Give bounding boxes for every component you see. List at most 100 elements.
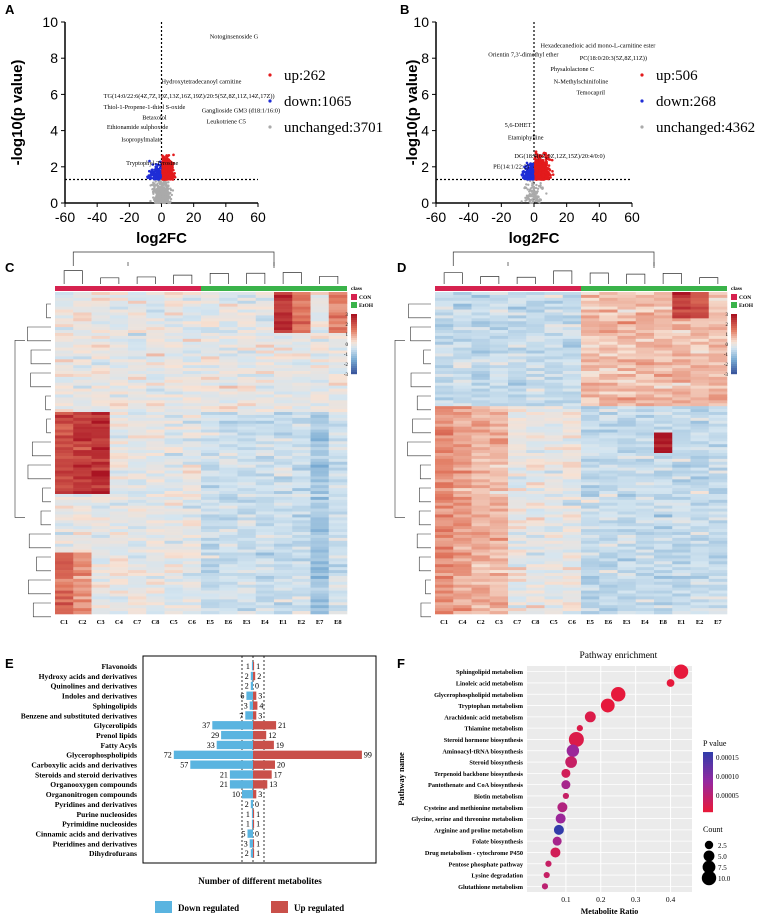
heatmap-cell xyxy=(109,514,129,518)
heatmap-cell xyxy=(109,335,129,340)
scatter-points xyxy=(146,153,177,205)
heatmap-cell xyxy=(164,332,184,337)
heatmap-cell xyxy=(128,388,147,392)
heatmap-cell xyxy=(109,417,129,422)
heatmap-cell xyxy=(128,523,147,527)
heatmap-cell xyxy=(146,578,165,583)
heatmap-cell xyxy=(109,561,129,565)
heatmap-cell xyxy=(109,394,129,398)
heatmap-cell xyxy=(201,470,220,474)
heatmap-cell xyxy=(581,350,600,354)
heatmap-cell xyxy=(164,584,184,588)
heatmap-cell xyxy=(91,294,111,299)
heatmap-cell xyxy=(328,599,348,603)
heatmap-cell xyxy=(109,564,129,568)
heatmap-cell xyxy=(73,602,92,606)
heatmap-cell xyxy=(255,608,275,612)
heatmap-cell xyxy=(146,350,165,354)
heatmap-cell xyxy=(55,327,74,331)
heatmap-cell xyxy=(201,552,220,556)
heatmap-cell xyxy=(562,353,582,357)
heatmap-cell xyxy=(237,473,257,477)
heatmap-cell xyxy=(310,555,330,559)
heatmap-cell xyxy=(690,309,710,313)
heatmap-cell xyxy=(55,373,74,378)
heatmap-cell xyxy=(55,581,74,586)
panel-label: B xyxy=(400,2,409,17)
heatmap-cell xyxy=(91,458,111,463)
heatmap-cell xyxy=(128,297,147,302)
heatmap-cell xyxy=(164,423,184,427)
point-unchanged xyxy=(167,181,170,184)
heatmap-cell xyxy=(73,584,92,588)
heatmap-cell xyxy=(182,450,202,454)
heatmap-cell xyxy=(91,552,111,556)
heatmap-cell xyxy=(219,526,238,530)
colorbar-step xyxy=(351,370,357,373)
heatmap-cell xyxy=(544,327,564,331)
heatmap-cell xyxy=(292,555,311,559)
legend-marker xyxy=(640,99,644,103)
heatmap-cell xyxy=(310,590,330,594)
heatmap-cell xyxy=(654,341,673,345)
heatmap-cell xyxy=(164,479,184,483)
point-annotation: Tryptophyl-Tyrosine xyxy=(126,160,178,167)
heatmap-cell xyxy=(55,578,74,583)
point-up xyxy=(541,167,545,171)
heatmap-cell xyxy=(109,344,129,348)
heatmap-cell xyxy=(91,461,111,466)
heatmap-cell xyxy=(292,549,311,553)
heatmap-cell xyxy=(672,321,691,325)
heatmap-cell xyxy=(164,426,184,430)
heatmap-cell xyxy=(109,292,129,296)
heatmap-cell xyxy=(219,546,238,550)
heatmap-cell xyxy=(453,344,472,348)
heatmap-cell xyxy=(237,455,257,460)
heatmap-cell xyxy=(274,567,293,571)
heatmap-cell xyxy=(109,455,129,460)
heatmap-cell xyxy=(146,482,165,486)
heatmap-cell xyxy=(328,455,348,460)
heatmap-cell xyxy=(146,423,165,427)
heatmap-cell xyxy=(237,575,257,580)
heatmap-cell xyxy=(182,567,202,571)
heatmap-cell xyxy=(164,488,184,492)
heatmap-cell xyxy=(654,362,673,366)
heatmap-cell xyxy=(599,332,618,337)
heatmap-cell xyxy=(73,546,92,550)
heatmap-cell xyxy=(128,362,147,366)
heatmap-cell xyxy=(128,435,147,439)
heatmap-cell xyxy=(146,409,165,413)
heatmap-cell xyxy=(182,400,202,404)
heatmap-cell xyxy=(635,347,655,351)
heatmap-cell xyxy=(201,294,220,299)
heatmap-cell xyxy=(255,505,275,509)
heatmap-cell xyxy=(274,482,293,486)
heatmap-cell xyxy=(55,388,74,392)
heatmap-cell xyxy=(562,297,582,302)
heatmap-cell xyxy=(489,341,509,345)
heatmap-cell xyxy=(73,324,92,328)
heatmap-cell xyxy=(219,567,238,571)
heatmap-cell xyxy=(146,382,165,386)
dendrogram-branch xyxy=(27,464,51,480)
heatmap-cell xyxy=(91,426,111,430)
heatmap-cell xyxy=(109,332,129,337)
heatmap-cell xyxy=(201,532,220,536)
heatmap-cell xyxy=(328,406,348,410)
point-up xyxy=(166,172,170,176)
heatmap-cell xyxy=(617,321,637,325)
heatmap-cell xyxy=(617,359,637,363)
heatmap-cell xyxy=(55,368,74,372)
heatmap-cell xyxy=(435,347,454,351)
heatmap-cell xyxy=(128,511,147,515)
heatmap-cell xyxy=(255,570,275,574)
heatmap-cell xyxy=(146,450,165,454)
heatmap-cell xyxy=(237,552,257,556)
heatmap-cell xyxy=(91,587,111,591)
heatmap-cell xyxy=(201,529,220,533)
heatmap-cell xyxy=(690,327,710,331)
heatmap-cell xyxy=(201,453,220,457)
heatmap-cell xyxy=(73,493,92,498)
heatmap-cell xyxy=(164,514,184,518)
